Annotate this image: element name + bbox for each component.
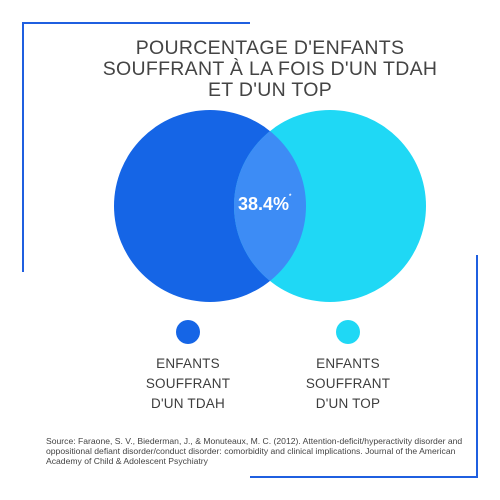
legend-label-tdah-line-3: D'UN TDAH [151,396,225,411]
legend-dot-tdah [176,320,200,344]
overlap-footnote-mark: * [289,194,292,200]
overlap-percentage-value: 38.4% [238,194,290,214]
legend-label-top-line-3: D'UN TOP [315,396,381,411]
frame-bottom-right-horizontal [250,476,478,478]
legend-label-tdah-line-1: ENFANTS [156,356,220,371]
frame-top-left-vertical [22,22,24,272]
legend-label-tdah-line-2: SOUFFRANT [145,376,231,391]
overlap-percentage: 38.4%* [238,194,291,215]
source-citation: Source: Faraone, S. V., Biederman, J., &… [46,436,463,466]
legend-label-top-line-1: ENFANTS [316,356,380,371]
title-line-1: POURCENTAGE D'ENFANTS [135,37,405,59]
legend-label-top-line-2: SOUFFRANT [305,376,391,391]
frame-top-left-horizontal [22,22,250,24]
frame-bottom-right-vertical [476,255,478,477]
title-line-2: SOUFFRANT À LA FOIS D'UN TDAH [102,58,438,80]
legend-label-top: ENFANTS SOUFFRANT D'UN TOP [288,354,408,414]
legend-dot-top [336,320,360,344]
title-line-3: ET D'UN TOP [207,79,333,101]
venn-overlap-area [234,110,306,302]
legend-label-tdah: ENFANTS SOUFFRANT D'UN TDAH [128,354,248,414]
